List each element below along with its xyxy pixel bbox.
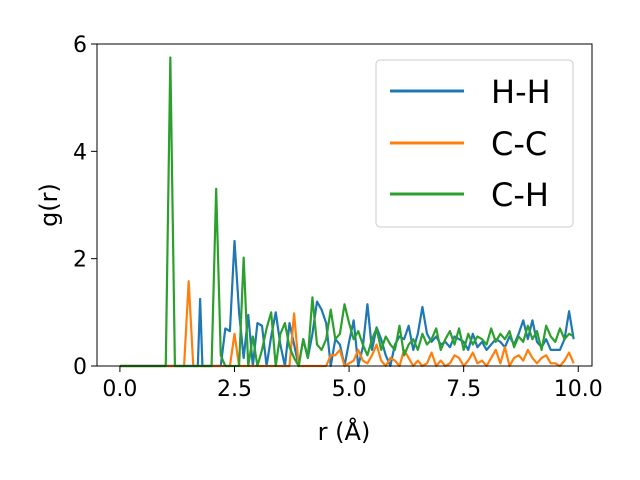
y-tick-label: 0	[73, 355, 87, 380]
series-line-c-h	[119, 56, 575, 368]
series-line-h-h	[119, 239, 575, 368]
legend-label-c-c: C-C	[491, 125, 547, 163]
legend-box	[375, 59, 574, 228]
x-tick-label: 2.5	[217, 377, 252, 402]
axis-ticks: 0.0 2.5 5.0 7.5 10.0 0 2 4 6	[73, 33, 603, 402]
x-tick-label: 10.0	[554, 377, 603, 402]
plot-frame	[96, 43, 593, 367]
x-axis-label: r (Å)	[318, 417, 371, 446]
x-tick-label: 0.0	[102, 377, 137, 402]
y-tick-label: 4	[73, 140, 87, 165]
legend: H-H C-C C-H	[375, 59, 574, 228]
legend-label-c-h: C-H	[491, 176, 549, 214]
x-tick-label: 5.0	[332, 377, 367, 402]
y-tick-label: 6	[73, 33, 87, 58]
y-tick-label: 2	[73, 248, 87, 273]
legend-label-h-h: H-H	[491, 73, 551, 111]
x-tick-label: 7.5	[446, 377, 481, 402]
y-axis-label: g(r)	[35, 183, 63, 227]
